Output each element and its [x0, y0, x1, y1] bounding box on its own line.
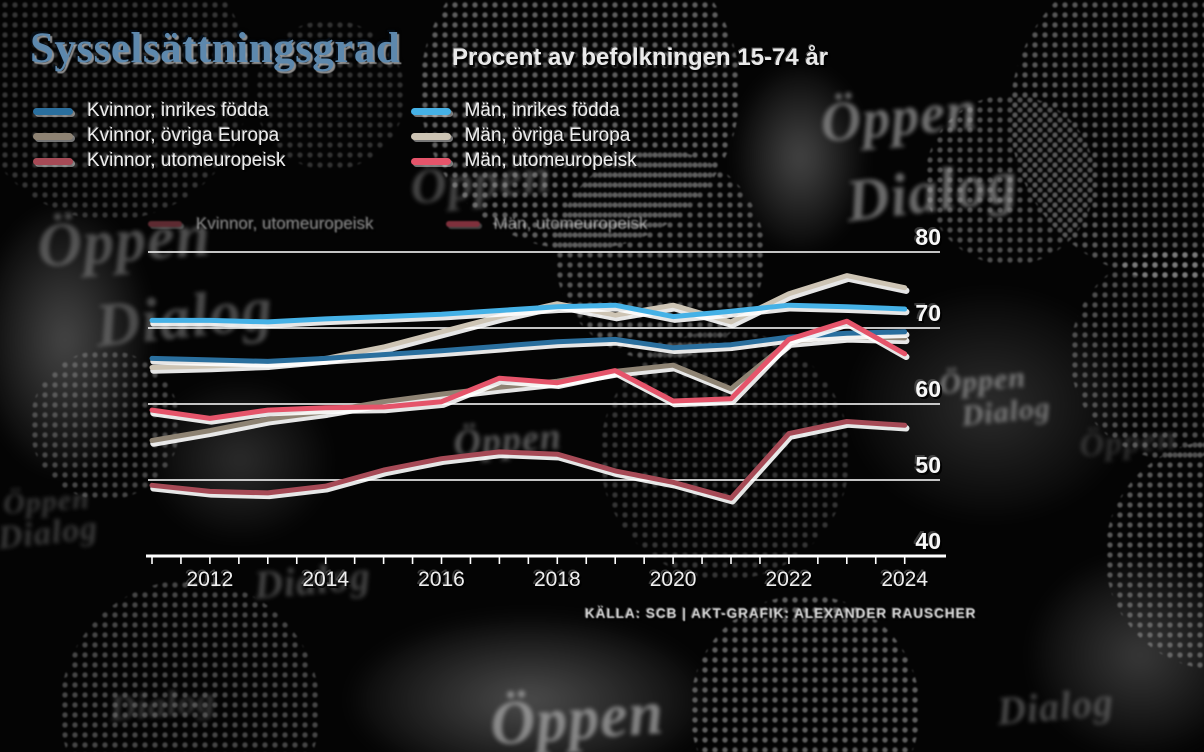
ghost-legend-item-man-utomeuropeisk: Män, utomeuropeisk — [445, 214, 648, 234]
globe-blob — [1030, 555, 1204, 752]
series-line-0 — [149, 329, 908, 364]
line-swatch-icon — [445, 221, 480, 227]
y-tick-label: 80 — [915, 224, 941, 250]
legend-column-women: Kvinnor, inrikes födda Kvinnor, övriga E… — [33, 100, 286, 171]
globe-blob — [735, 65, 865, 250]
legend-item-man-utomeuropeisk: Män, utomeuropeisk — [410, 150, 637, 171]
line-swatch-icon — [33, 157, 73, 165]
line-swatch-icon — [410, 107, 451, 115]
x-tick-label: 2014 — [302, 568, 349, 591]
source-credit: KÄLLA: SCB | AKT-GRAFIK: ALEXANDER RAUSC… — [585, 606, 977, 621]
legend-label: Män, inrikes födda — [464, 100, 620, 121]
line-swatch-icon — [33, 107, 73, 115]
series-line-3 — [149, 302, 908, 325]
legend-label: Kvinnor, övriga Europa — [87, 125, 280, 146]
y-tick-label: 70 — [915, 300, 941, 326]
legend-label: Män, utomeuropeisk — [464, 150, 637, 171]
halftone-globe-pattern — [30, 350, 180, 500]
x-tick-label: 2022 — [766, 568, 813, 591]
legend-item-kvinnor-inrikes: Kvinnor, inrikes födda — [33, 100, 286, 121]
series-shadow-0 — [150, 331, 910, 368]
legend-item-kvinnor-utomeuropeisk: Kvinnor, utomeuropeisk — [33, 150, 286, 171]
globe-blob — [0, 205, 150, 475]
legend-item-man-inrikes: Män, inrikes födda — [410, 100, 637, 121]
legend-label: Kvinnor, utomeuropeisk — [196, 214, 374, 233]
x-tick-label: 2012 — [187, 568, 234, 591]
line-swatch-icon — [410, 132, 451, 140]
legend-column-men: Män, inrikes födda Män, övriga Europa Mä… — [410, 100, 637, 171]
series-shadow-2 — [150, 421, 910, 505]
y-tick-label: 60 — [915, 376, 941, 402]
legend-item-kvinnor-ovriga: Kvinnor, övriga Europa — [33, 125, 286, 146]
line-swatch-icon — [33, 132, 73, 140]
halftone-globe-pattern — [925, 95, 1095, 265]
legend-item-man-ovriga: Män, övriga Europa — [410, 125, 637, 146]
legend-label: Kvinnor, utomeuropeisk — [87, 150, 286, 171]
chart-legend: Kvinnor, inrikes födda Kvinnor, övriga E… — [33, 100, 637, 171]
ghost-legend-item-kvinnor-utomeuropeisk: Kvinnor, utomeuropeisk — [148, 214, 374, 234]
x-tick-label: 2020 — [650, 568, 697, 591]
series-shadow-3 — [150, 304, 910, 329]
y-tick-label: 40 — [915, 528, 941, 554]
motion-blur-ghost-legend: Kvinnor, utomeuropeisk Män, utomeuropeis… — [148, 214, 648, 234]
page-title: Sysselsättningsgrad — [30, 25, 401, 72]
series-line-5 — [149, 318, 908, 421]
series-shadow-1 — [150, 336, 910, 447]
series-shadow-5 — [150, 320, 910, 425]
line-swatch-icon — [148, 221, 182, 227]
halftone-globe-pattern — [255, 20, 405, 170]
globe-blob — [350, 615, 710, 752]
legend-label: Män, övriga Europa — [464, 125, 631, 146]
series-line-2 — [149, 419, 908, 501]
x-tick-label: 2016 — [418, 568, 465, 591]
line-swatch-icon — [410, 157, 451, 165]
y-tick-label: 50 — [915, 452, 941, 478]
legend-label: Kvinnor, inrikes födda — [87, 100, 269, 121]
x-tick-label: 2018 — [534, 568, 581, 591]
x-tick-label: 2024 — [881, 568, 928, 591]
chart-subtitle: Procent av befolkningen 15-74 år — [452, 44, 829, 71]
legend-label: Män, utomeuropeisk — [493, 214, 648, 233]
